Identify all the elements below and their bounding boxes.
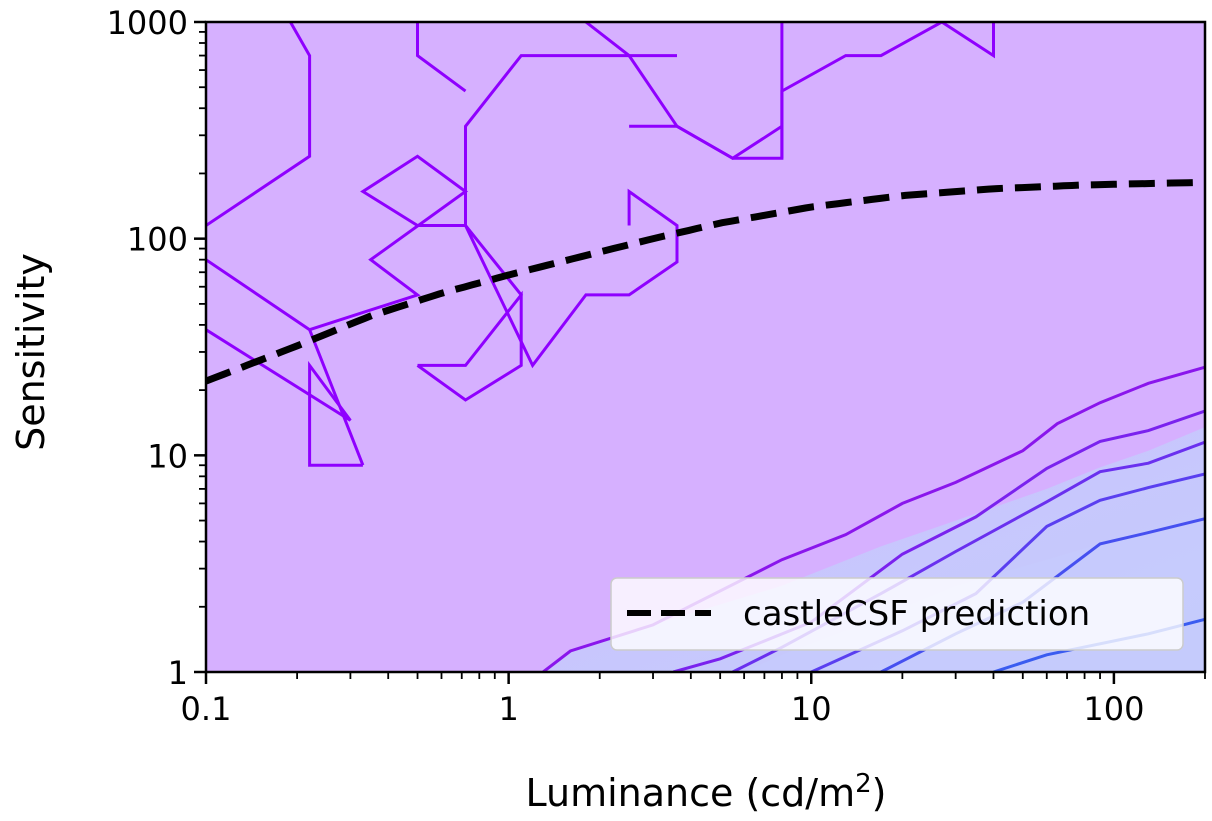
x-tick-label: 10 [791, 690, 832, 728]
x-axis-label: Luminance (cd/m2) [526, 769, 887, 815]
series-line-castlecsf [206, 178, 1205, 385]
plot-area [206, 22, 1205, 672]
y-axis-label: Sensitivity [9, 253, 53, 451]
data-series [206, 178, 1205, 385]
y-tick-label: 1 [168, 654, 188, 692]
x-tick-label: 1 [498, 690, 518, 728]
contour-line [206, 328, 363, 467]
contour-line [416, 22, 467, 93]
x-tick-label: 0.1 [181, 690, 232, 728]
legend: castleCSF prediction [610, 577, 1184, 651]
contour-line [417, 188, 679, 369]
legend-box [610, 577, 1184, 651]
contour-line [206, 22, 312, 227]
y-tick-label: 10 [147, 437, 188, 475]
plot-frame [204, 20, 1207, 674]
contour-line [629, 22, 784, 160]
y-axis: 1 10 100 1000 [107, 4, 206, 692]
y-tick-label: 100 [127, 221, 188, 259]
x-tick-label: 100 [1083, 690, 1144, 728]
legend-label-castlecsf: castleCSF prediction [743, 594, 1090, 634]
x-axis: 0.1 1 10 100 [181, 672, 1206, 728]
contour-line [416, 54, 677, 402]
y-tick-label: 1000 [107, 4, 188, 42]
